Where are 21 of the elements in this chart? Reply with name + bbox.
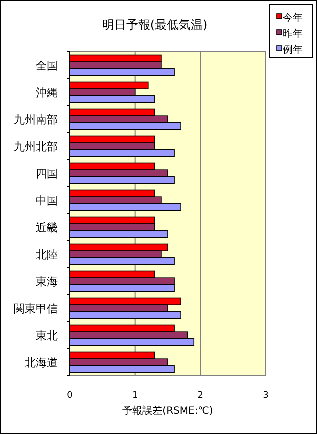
y-tick-label: 沖縄 xyxy=(36,86,58,100)
chart-title: 明日予報(最低気温) xyxy=(102,18,208,32)
legend-label: 今年 xyxy=(283,12,303,24)
y-tick-label: 全国 xyxy=(36,60,58,72)
x-tick-label: 2 xyxy=(198,391,204,401)
y-tick-label: 北海道 xyxy=(25,356,58,370)
y-tick-label: 九州南部 xyxy=(14,114,58,126)
y-tick-label: 近畿 xyxy=(36,222,58,234)
y-tick-label: 北陸 xyxy=(36,248,58,262)
x-axis-title: 予報誤差(RSME:℃) xyxy=(122,405,214,417)
y-tick-label: 九州北部 xyxy=(14,140,58,154)
x-tick-label: 1 xyxy=(132,391,138,401)
x-tick-label: 0 xyxy=(67,391,74,401)
x-tick-label: 3 xyxy=(263,391,269,401)
legend-label: 昨年 xyxy=(283,28,303,40)
y-tick-label: 東北 xyxy=(36,330,58,342)
y-tick-label: 関東甲信 xyxy=(14,302,58,316)
y-tick-label: 中国 xyxy=(36,194,58,208)
y-tick-label: 四国 xyxy=(36,168,58,180)
y-tick-label: 東海 xyxy=(36,276,58,288)
legend-label: 例年 xyxy=(283,44,303,56)
